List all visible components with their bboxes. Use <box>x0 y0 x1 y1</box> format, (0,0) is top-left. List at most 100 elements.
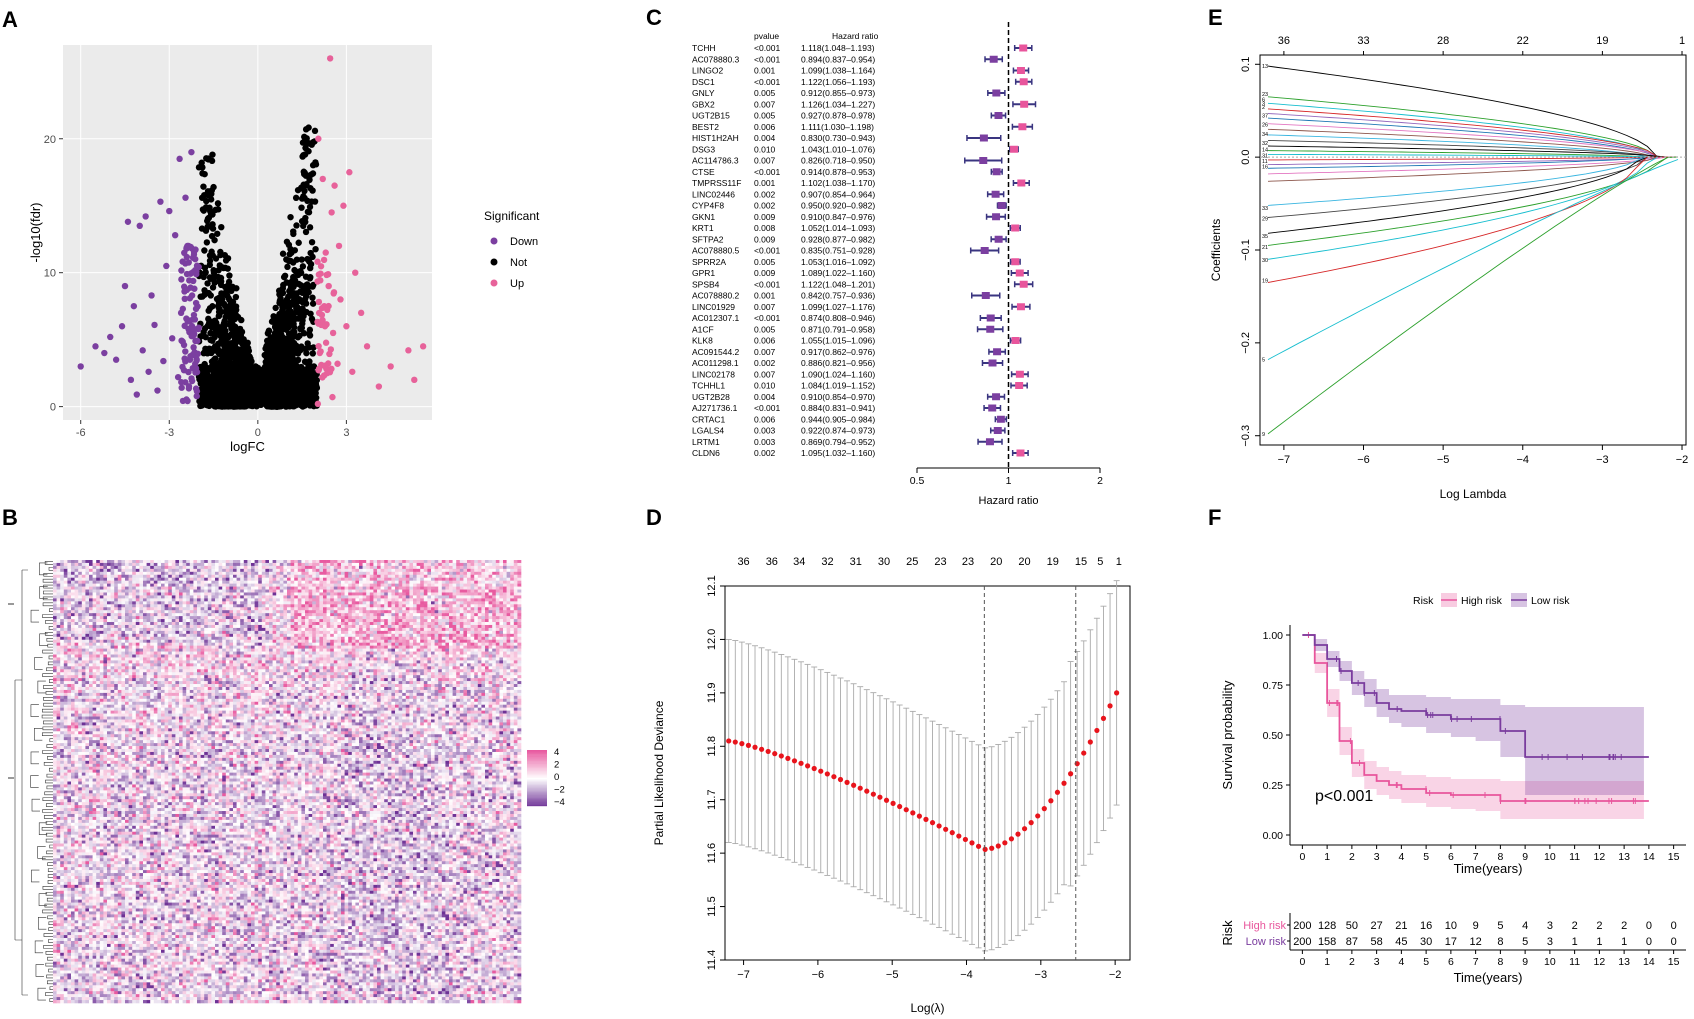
point-up <box>411 376 418 384</box>
point-up <box>340 202 347 209</box>
heatmap-cell <box>150 580 155 584</box>
heatmap-cell <box>107 583 111 587</box>
heatmap-cell <box>513 583 518 587</box>
heatmap-cell <box>337 562 342 567</box>
heatmap-cell <box>510 565 515 570</box>
heatmap-cell <box>326 577 331 581</box>
heatmap-cell <box>427 571 432 576</box>
heatmap-cell <box>431 562 435 567</box>
heatmap-cell <box>485 562 489 567</box>
point-not <box>217 308 225 316</box>
heatmap-cell <box>431 565 435 570</box>
heatmap-cell <box>366 562 371 567</box>
heatmap-cell <box>211 586 216 590</box>
point-up <box>331 182 338 189</box>
heatmap-cell <box>305 568 309 573</box>
heatmap-cell <box>459 568 464 573</box>
point-not <box>221 322 228 330</box>
point-not <box>204 280 211 287</box>
heatmap-cell <box>423 565 428 570</box>
point-not <box>211 273 218 280</box>
heatmap-cell <box>499 583 504 587</box>
heatmap-cell <box>326 568 331 573</box>
heatmap-cell <box>251 571 255 576</box>
heatmap-cell <box>337 571 342 576</box>
heatmap-cell <box>114 586 119 590</box>
heatmap-cell <box>153 562 158 567</box>
heatmap-cell <box>63 583 68 587</box>
heatmap-cell <box>391 560 396 564</box>
heatmap-cell <box>171 565 176 570</box>
heatmap-cell <box>387 560 392 564</box>
heatmap-cell <box>409 583 414 587</box>
heatmap-cell <box>161 571 165 576</box>
heatmap-cell <box>125 580 129 584</box>
heatmap-cell <box>445 565 450 570</box>
heatmap-cell <box>110 586 115 590</box>
heatmap-cell <box>348 577 353 581</box>
heatmap-cell <box>265 568 270 573</box>
point-not <box>304 374 312 381</box>
heatmap-cell <box>143 580 147 584</box>
heatmap-cell <box>351 586 356 590</box>
point-down <box>191 360 199 368</box>
heatmap-cell <box>67 574 72 579</box>
heatmap-cell <box>355 560 360 564</box>
heatmap-cell <box>204 574 209 579</box>
heatmap-cell <box>200 562 205 567</box>
heatmap-cell <box>132 577 137 581</box>
heatmap-cell <box>240 571 245 576</box>
point-down <box>160 357 167 365</box>
heatmap-cell <box>312 560 317 564</box>
heatmap-cell <box>330 571 335 576</box>
heatmap-cell <box>143 568 147 573</box>
heatmap-cell <box>362 565 367 570</box>
point-not <box>297 282 305 289</box>
point-not <box>277 326 284 333</box>
legend-key <box>490 237 498 245</box>
point-not <box>303 382 310 389</box>
heatmap-cell <box>398 574 403 579</box>
heatmap-cell <box>283 571 288 576</box>
heatmap-cell <box>179 565 183 570</box>
heatmap-cell <box>467 560 471 564</box>
heatmap-cell <box>204 586 209 590</box>
heatmap-cell <box>409 571 414 576</box>
heatmap-cell <box>157 565 162 570</box>
heatmap-cell <box>243 571 248 576</box>
point-not <box>241 397 248 405</box>
heatmap-cell <box>164 577 169 581</box>
heatmap-cell <box>402 565 407 570</box>
heatmap-cell <box>427 568 432 573</box>
heatmap-cell <box>146 574 151 579</box>
heatmap-cell <box>67 577 72 581</box>
point-not <box>245 358 253 365</box>
heatmap-cell <box>240 560 245 564</box>
point-not <box>298 184 305 191</box>
heatmap-cell <box>128 583 133 587</box>
point-not <box>212 320 219 328</box>
heatmap-cell <box>499 565 504 570</box>
point-not <box>271 332 278 339</box>
heatmap-cell <box>323 571 327 576</box>
heatmap-cell <box>387 565 392 570</box>
heatmap-cell <box>506 568 511 573</box>
heatmap-cell <box>481 583 486 587</box>
heatmap-cell <box>467 562 471 567</box>
point-up <box>329 329 337 337</box>
heatmap-cell <box>452 577 457 581</box>
point-not <box>301 366 309 373</box>
heatmap-cell <box>186 574 191 579</box>
heatmap-cell <box>337 586 342 590</box>
heatmap-cell <box>168 586 173 590</box>
heatmap-cell <box>164 580 169 584</box>
heatmap-cell <box>125 562 129 567</box>
heatmap-cell <box>391 574 396 579</box>
heatmap-cell <box>377 583 381 587</box>
point-not <box>298 204 305 211</box>
heatmap-cell <box>402 571 407 576</box>
heatmap-cell <box>279 562 284 567</box>
heatmap-cell <box>251 565 255 570</box>
heatmap-cell <box>254 586 259 590</box>
